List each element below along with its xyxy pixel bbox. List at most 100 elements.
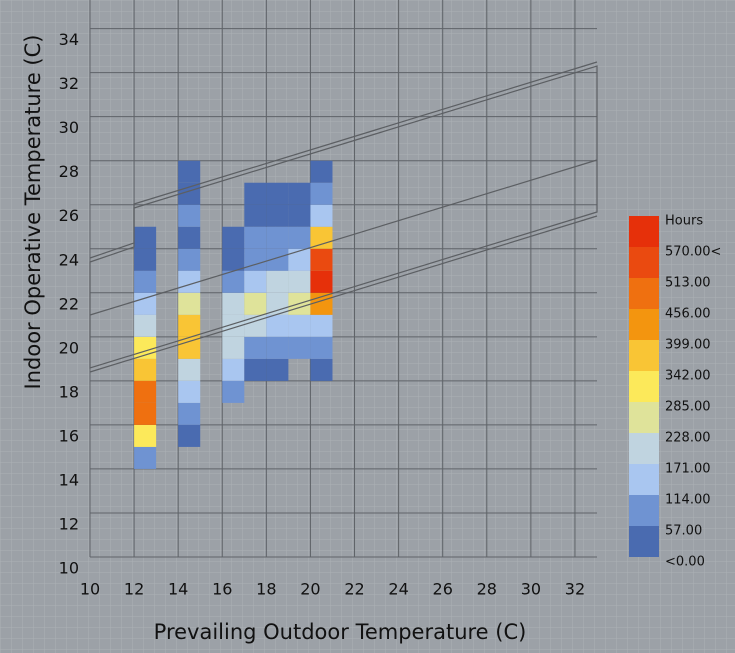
x-tick-label: 14 <box>168 580 188 599</box>
x-tick-label: 18 <box>256 580 276 599</box>
legend: <0.00 57.00 114.00 171.00 228.00 285.00 342.00… <box>629 214 721 570</box>
legend-swatch <box>629 371 659 402</box>
x-tick-label: 28 <box>477 580 497 599</box>
x-tick-label: 22 <box>344 580 364 599</box>
heat-cell <box>178 336 201 359</box>
comfort-outline <box>89 61 598 259</box>
heat-cell <box>222 248 245 271</box>
heat-cell <box>178 402 201 425</box>
legend-label: 228.00 <box>665 431 711 446</box>
x-axis-title: Prevailing Outdoor Temperature (C) <box>154 620 527 644</box>
heat-cell <box>266 336 289 359</box>
x-tick-label: 20 <box>300 580 320 599</box>
comfort-outline <box>89 215 598 373</box>
heat-cell <box>244 226 267 249</box>
heat-cell <box>134 270 157 293</box>
legend-label: 570.00< <box>665 245 721 260</box>
legend-label: 342.00 <box>665 369 711 384</box>
heat-cell <box>178 226 201 249</box>
heat-cell <box>266 314 289 337</box>
heat-cell <box>266 182 289 205</box>
heat-cell <box>310 182 333 205</box>
heat-cell <box>288 204 311 227</box>
heat-cell <box>310 226 333 249</box>
legend-label: 456.00 <box>665 307 711 322</box>
heat-cell <box>178 248 201 271</box>
heat-cell <box>222 314 245 337</box>
y-tick-label: 30 <box>59 118 79 137</box>
axes: 10 12 14 16 18 20 22 24 26 28 30 32 10 12 14 16 18 20 22 24… <box>59 30 585 598</box>
heat-cell <box>244 270 267 293</box>
legend-swatch <box>629 216 659 247</box>
legend-swatch <box>629 402 659 433</box>
heat-cell <box>310 248 333 271</box>
y-tick-label: 26 <box>59 206 79 225</box>
heat-cell <box>244 248 267 271</box>
legend-swatch <box>629 340 659 371</box>
heat-cell <box>134 226 157 249</box>
heat-cell <box>134 402 157 425</box>
y-axis-title: Indoor Operative Temperature (C) <box>21 35 45 390</box>
heat-cell <box>134 314 157 337</box>
heat-cell <box>266 226 289 249</box>
heat-cell <box>178 270 201 293</box>
heat-cell <box>134 380 157 403</box>
comfort-zone <box>89 61 598 373</box>
x-tick-label: 30 <box>521 580 541 599</box>
legend-swatch <box>629 464 659 495</box>
heat-cell <box>222 358 245 381</box>
y-tick-label: 34 <box>59 30 79 49</box>
heat-cell <box>244 204 267 227</box>
heat-cell <box>178 380 201 403</box>
heat-cell <box>310 292 333 315</box>
legend-label: 513.00 <box>665 276 711 291</box>
legend-swatch <box>629 247 659 278</box>
legend-label: 171.00 <box>665 462 711 477</box>
heat-cell <box>266 204 289 227</box>
y-tick-label: 14 <box>59 470 79 489</box>
legend-label: 285.00 <box>665 400 711 415</box>
heat-cell <box>310 314 333 337</box>
y-tick-label: 10 <box>59 559 79 578</box>
heat-cell <box>244 182 267 205</box>
heat-cell <box>178 314 201 337</box>
heat-cell <box>310 204 333 227</box>
legend-label: 399.00 <box>665 338 711 353</box>
comfort-midline <box>89 159 598 316</box>
legend-swatch <box>629 433 659 464</box>
heat-cell <box>134 358 157 381</box>
heat-cell <box>244 336 267 359</box>
heat-cell <box>222 336 245 359</box>
x-tick-label: 16 <box>212 580 232 599</box>
heat-cell <box>310 336 333 359</box>
heat-cell <box>134 248 157 271</box>
x-tick-label: 12 <box>124 580 144 599</box>
legend-label: 57.00 <box>665 524 702 539</box>
heat-cell <box>288 182 311 205</box>
heat-cell <box>266 292 289 315</box>
heat-cell <box>134 292 157 315</box>
legend-label: 114.00 <box>665 493 711 508</box>
y-tick-label: 32 <box>59 74 79 93</box>
heat-cell <box>134 446 157 469</box>
heat-cell <box>310 270 333 293</box>
heat-cell <box>266 270 289 293</box>
x-tick-label: 32 <box>565 580 585 599</box>
y-tick-label: 24 <box>59 250 79 269</box>
x-tick-label: 24 <box>388 580 408 599</box>
legend-title: Hours <box>665 214 703 229</box>
legend-swatch <box>629 495 659 526</box>
legend-label: <0.00 <box>665 555 705 570</box>
heat-cell <box>244 292 267 315</box>
heat-cell <box>134 424 157 447</box>
cells <box>134 160 333 469</box>
heat-cell <box>222 226 245 249</box>
y-tick-label: 16 <box>59 426 79 445</box>
heat-cell <box>178 424 201 447</box>
heat-cell <box>310 160 333 183</box>
heat-cell <box>178 160 201 183</box>
heat-cell <box>288 336 311 359</box>
